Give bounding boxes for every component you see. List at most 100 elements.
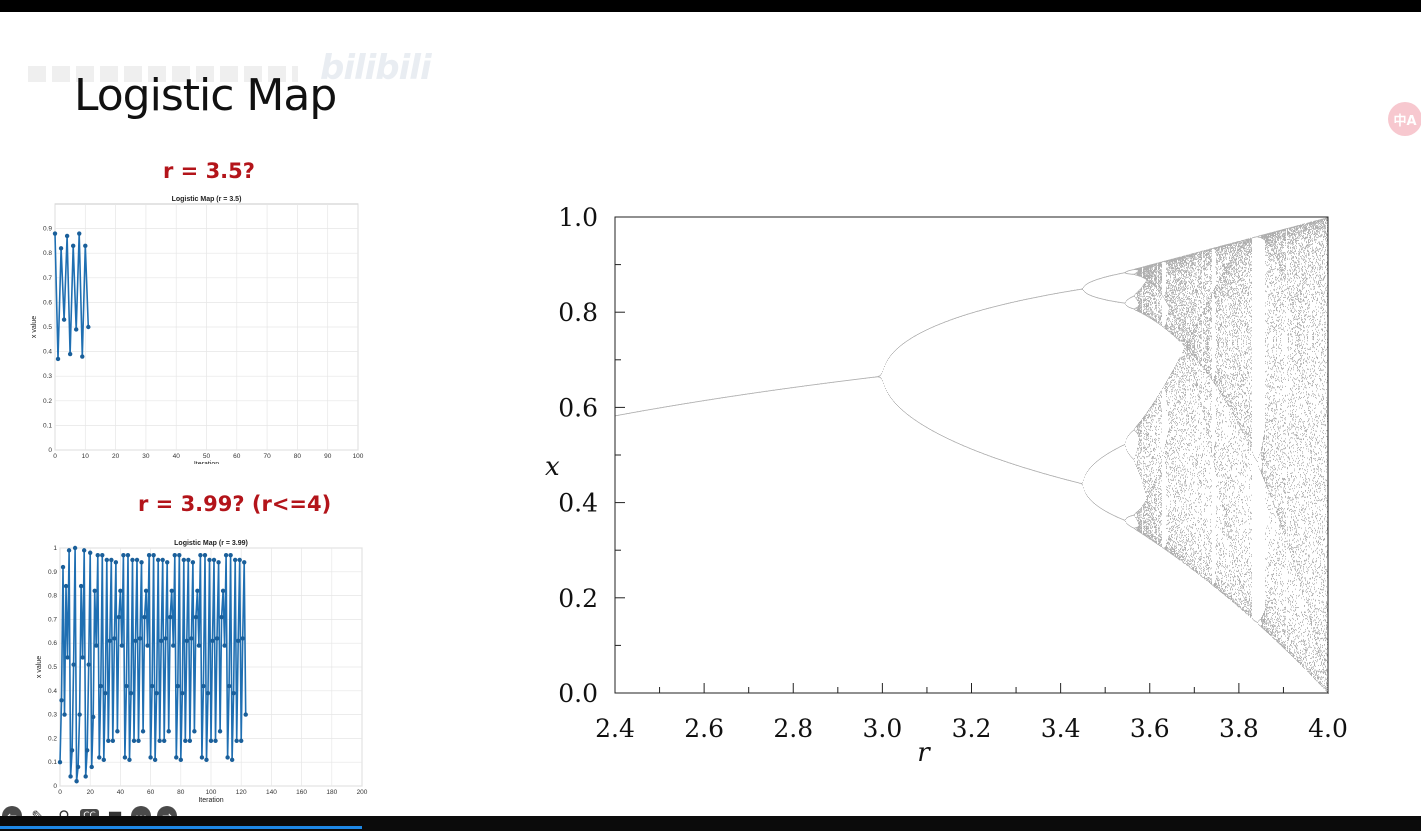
y-tick-label: 0.1	[48, 759, 57, 766]
data-point	[70, 243, 76, 249]
y-tick-label: 0.2	[558, 584, 598, 613]
data-point	[195, 588, 200, 594]
data-point	[113, 560, 119, 565]
data-point	[67, 351, 73, 357]
data-point	[64, 233, 70, 239]
data-point	[77, 712, 82, 717]
data-point	[169, 588, 174, 594]
y-tick-label: 0.7	[43, 275, 52, 282]
data-point	[112, 636, 117, 641]
data-point	[60, 564, 66, 570]
video-off-icon[interactable]: ■	[107, 806, 123, 817]
x-tick-label: 20	[87, 789, 95, 796]
data-point	[121, 552, 126, 558]
more-icon[interactable]: ⋯	[131, 806, 151, 816]
data-point	[88, 550, 93, 555]
x-tick-label: 3.4	[1041, 714, 1081, 743]
data-point	[214, 636, 220, 641]
data-point	[161, 738, 167, 743]
data-point	[187, 738, 193, 743]
chart-title: Logistic Map (r = 3.99)	[174, 540, 248, 547]
translate-badge[interactable]: 中A	[1388, 102, 1421, 136]
blurred-caption	[28, 66, 298, 82]
data-point	[62, 712, 67, 717]
y-tick-label: 0.9	[43, 226, 52, 233]
cc-icon[interactable]: CC	[80, 808, 99, 816]
presentation-controls: ← ✎ ⚲ CC ■ ⋯ →	[2, 806, 177, 816]
bifurcation-diagram: 2.4 2.6 2.8 3.0 3.2 3.4 3.6 3.8 4.0 0.0 0.2 0.4 0.6 0…	[545, 203, 1348, 764]
data-point	[98, 683, 103, 689]
data-point	[180, 690, 185, 696]
data-point	[142, 614, 147, 620]
data-point	[213, 738, 218, 743]
data-point	[231, 690, 236, 696]
data-point	[104, 557, 110, 563]
data-point	[131, 738, 137, 743]
data-point	[239, 738, 244, 743]
data-point	[116, 614, 122, 620]
slide-title: Logistic Map	[74, 70, 337, 121]
data-point	[192, 729, 197, 734]
data-point	[137, 636, 143, 641]
data-point	[146, 552, 152, 558]
data-point	[190, 560, 196, 565]
y-tick-label: 0.1	[43, 422, 52, 429]
y-tick-label: 0.3	[48, 712, 57, 719]
x-tick-label: 200	[357, 789, 368, 796]
data-point	[196, 643, 202, 648]
data-point	[154, 690, 159, 696]
bifurcation-points	[615, 217, 1329, 694]
data-point	[118, 588, 123, 594]
data-point	[157, 738, 162, 743]
x-tick-label: 100	[206, 789, 217, 796]
data-point	[52, 231, 58, 236]
x-tick-label: 2.6	[684, 714, 724, 743]
arrow-left-icon[interactable]: ←	[2, 806, 22, 816]
y-tick-label: 0.4	[558, 489, 598, 518]
y-tick-label: 0.7	[48, 616, 57, 623]
arrow-right-icon[interactable]: →	[157, 806, 177, 816]
data-point	[186, 557, 191, 563]
x-tick-label: 140	[266, 789, 277, 796]
playback-progress[interactable]	[0, 826, 362, 829]
data-point	[133, 638, 138, 644]
data-point	[86, 662, 91, 667]
data-point	[199, 755, 205, 760]
data-point	[107, 638, 113, 644]
magnifier-icon[interactable]: ⚲	[58, 806, 70, 817]
data-point	[75, 764, 81, 770]
data-point	[71, 662, 76, 667]
data-point	[92, 588, 97, 594]
caption-r-3-99: r = 3.99? (r<=4)	[138, 492, 332, 516]
data-point	[57, 760, 63, 765]
data-point	[78, 583, 84, 589]
data-point	[65, 655, 70, 660]
data-point	[97, 755, 102, 760]
x-axis-label: r	[917, 738, 931, 764]
data-point	[202, 552, 208, 558]
data-point	[223, 552, 229, 558]
x-tick-label: 20	[112, 453, 120, 460]
x-axis-label: Iteration	[194, 461, 219, 464]
data-point	[243, 712, 248, 717]
data-point	[134, 557, 140, 563]
data-point	[204, 757, 209, 763]
pen-icon[interactable]: ✎	[31, 806, 45, 817]
data-point	[234, 738, 239, 743]
data-point	[84, 748, 90, 753]
y-tick-label: 0.4	[48, 688, 57, 695]
bilibili-watermark: bilibili	[320, 48, 432, 88]
data-point	[106, 738, 111, 743]
y-tick-label: 0.6	[48, 640, 57, 647]
y-tick-label: 1	[53, 545, 57, 552]
data-point	[155, 557, 161, 563]
x-tick-label: 60	[147, 789, 155, 796]
data-point	[235, 638, 241, 644]
x-tick-label: 60	[233, 453, 241, 460]
x-tick-label: 50	[203, 453, 211, 460]
data-point	[139, 560, 144, 565]
x-tick-label: 0	[53, 453, 57, 460]
data-point	[59, 698, 64, 703]
y-axis-label: x value	[31, 316, 38, 338]
y-tick-label: 1.0	[558, 203, 598, 232]
